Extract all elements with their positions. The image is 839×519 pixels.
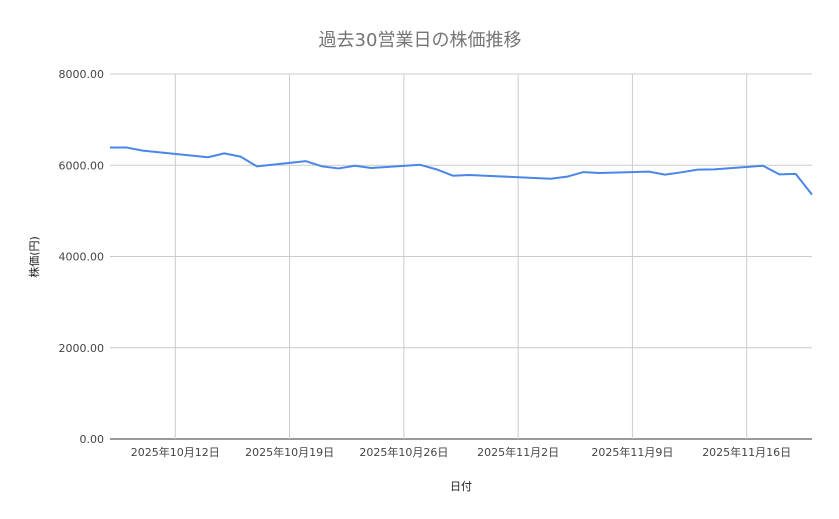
x-tick-label: 2025年11月2日 <box>477 445 559 459</box>
x-tick-label: 2025年11月16日 <box>702 445 791 459</box>
y-axis-label: 株価(円) <box>27 236 41 278</box>
series-line <box>110 146 813 196</box>
x-tick-label: 2025年10月12日 <box>131 445 220 459</box>
y-tick-label: 4000.00 <box>59 251 105 264</box>
x-tick-label: 2025年10月19日 <box>245 445 334 459</box>
y-tick-label: 2000.00 <box>59 342 105 355</box>
x-tick-label: 2025年11月9日 <box>591 445 673 459</box>
y-tick-label: 0.00 <box>80 433 105 446</box>
x-tick-label: 2025年10月26日 <box>359 445 448 459</box>
x-axis-label: 日付 <box>450 480 472 493</box>
y-tick-label: 8000.00 <box>59 68 105 81</box>
chart-title: 過去30営業日の株価推移 <box>319 30 522 51</box>
y-tick-label: 6000.00 <box>59 159 105 172</box>
